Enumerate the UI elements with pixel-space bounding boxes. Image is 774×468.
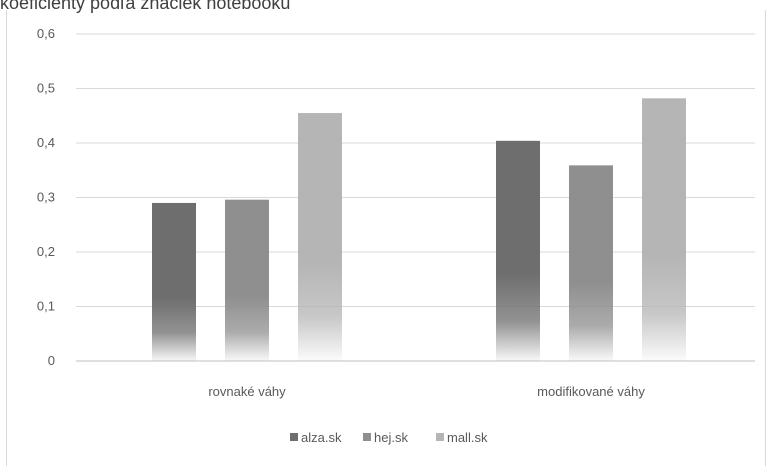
bar-mall-sk [298, 113, 342, 362]
y-tick-label: 0,6 [37, 26, 55, 41]
y-tick-label: 0 [48, 353, 55, 368]
chart-frame [6, 10, 766, 466]
y-tick-label: 0,5 [37, 81, 55, 96]
legend-swatch [436, 433, 444, 441]
y-tick-label: 0,1 [37, 299, 55, 314]
y-tick-label: 0,2 [37, 244, 55, 259]
bar-alza-sk [152, 202, 196, 361]
legend-label: alza.sk [301, 430, 342, 445]
chart-title: koeficienty podľa značiek notebooku [0, 0, 291, 13]
x-category-label: modifikované váhy [537, 384, 645, 399]
x-category-label: rovnaké váhy [208, 384, 286, 399]
legend-swatch [363, 433, 371, 441]
y-tick-label: 0,4 [37, 135, 55, 150]
legend-swatch [290, 433, 298, 441]
bar-alza-sk [496, 140, 540, 361]
legend-label: mall.sk [447, 430, 488, 445]
bar-mall-sk [642, 98, 686, 361]
legend-label: hej.sk [374, 430, 408, 445]
bar-hej-sk [225, 199, 269, 361]
bar-hej-sk [569, 165, 613, 361]
y-tick-label: 0,3 [37, 190, 55, 205]
